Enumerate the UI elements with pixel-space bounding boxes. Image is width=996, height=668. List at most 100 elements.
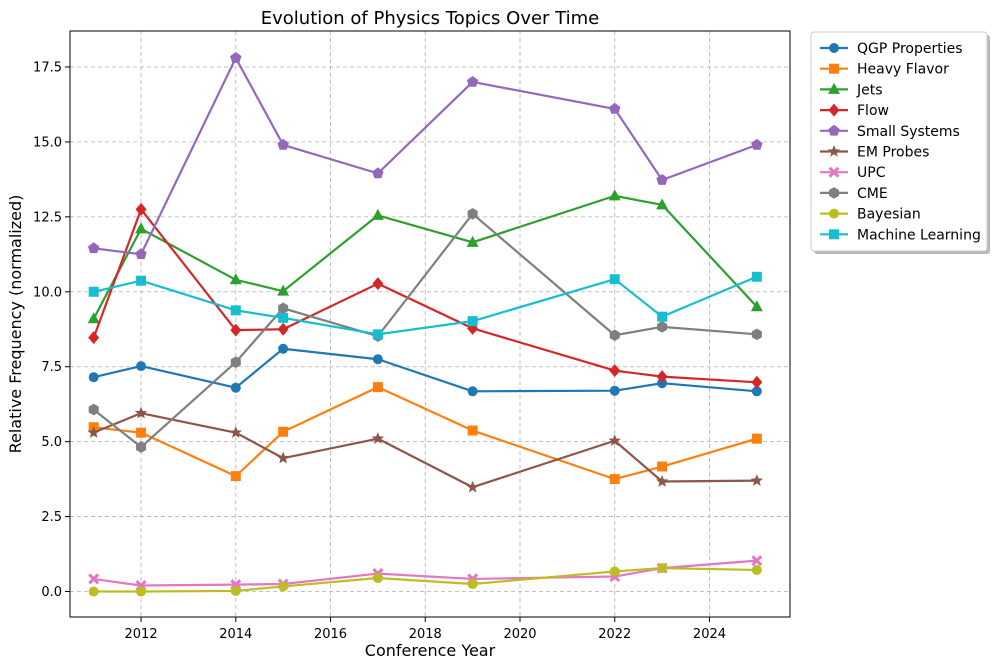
data-point: [751, 328, 762, 341]
x-axis-title: Conference Year: [365, 641, 496, 660]
data-point: [278, 312, 289, 323]
legend-label: Small Systems: [857, 124, 960, 140]
data-point: [230, 51, 242, 63]
data-point: [230, 305, 241, 316]
legend-item: Jets: [820, 82, 883, 98]
data-point: [88, 331, 100, 345]
data-point: [609, 566, 620, 577]
y-tick-label: 0.0: [41, 585, 62, 600]
data-point: [657, 321, 668, 333]
legend-items: QGP Properties Heavy Flavor Jets Flow Small …: [820, 41, 981, 243]
data-point: [136, 427, 147, 438]
data-point: [656, 370, 668, 384]
y-tick-label: 12.5: [33, 210, 62, 225]
data-point: [466, 75, 479, 87]
data-point: [657, 563, 668, 574]
data-point: [467, 425, 478, 436]
x-tick-label: 2012: [125, 627, 158, 642]
data-point: [609, 474, 620, 485]
data-point: [751, 138, 763, 150]
legend-item: CME: [820, 186, 888, 202]
x-axis: 2012 2014 2016 2018 2020 2022 2024: [125, 617, 726, 642]
data-point: [230, 382, 241, 393]
data-point: [609, 102, 621, 114]
data-point: [276, 451, 290, 464]
legend-label: EM Probes: [857, 145, 929, 161]
legend-item: Heavy Flavor: [820, 62, 949, 78]
data-point: [136, 586, 147, 597]
x-tick-label: 2016: [314, 627, 347, 642]
data-point: [372, 277, 384, 291]
legend-item: Machine Learning: [820, 227, 981, 243]
data-point: [277, 284, 290, 296]
legend-item: UPC: [820, 165, 886, 181]
legend-box: [810, 31, 988, 252]
y-tick-label: 17.5: [33, 60, 62, 75]
data-point: [467, 208, 478, 220]
data-point: [371, 432, 385, 444]
y-tick-label: 5.0: [41, 435, 62, 450]
data-point: [657, 378, 668, 389]
data-point: [655, 475, 669, 487]
plot-frame: [69, 30, 791, 618]
data-point: [657, 311, 668, 322]
data-point: [135, 202, 147, 216]
data-point: [372, 329, 383, 340]
data-point: [751, 433, 762, 444]
legend-item: EM Probes: [820, 145, 929, 161]
data-point: [88, 286, 99, 297]
data-point: [87, 426, 100, 438]
legend: QGP Properties Heavy Flavor Jets Flow Small …: [810, 31, 990, 254]
x-tick-label: 2014: [219, 627, 252, 642]
legend-marker: [827, 145, 841, 157]
data-point: [278, 302, 289, 315]
y-tick-label: 10.0: [33, 285, 62, 300]
legend-marker: [829, 208, 839, 219]
legend-marker: [829, 229, 839, 240]
legend-label: Heavy Flavor: [857, 62, 949, 78]
legend-label: Bayesian: [857, 207, 921, 223]
data-point: [135, 248, 147, 260]
legend-marker: [828, 124, 840, 136]
series-machine-learning: [88, 271, 762, 340]
data-point: [467, 316, 478, 327]
data-point: [278, 426, 289, 437]
data-point: [751, 564, 762, 575]
data-point: [466, 235, 479, 247]
data-point: [608, 189, 621, 201]
data-point: [609, 329, 620, 342]
data-point: [136, 275, 147, 286]
data-point: [136, 441, 147, 453]
data-point: [750, 300, 763, 312]
data-point: [229, 273, 242, 285]
data-point: [277, 138, 289, 150]
data-point: [230, 585, 241, 596]
data-point: [750, 474, 764, 486]
legend-label: Flow: [857, 103, 889, 119]
data-point: [135, 222, 148, 234]
data-point: [372, 573, 383, 584]
data-point: [609, 274, 620, 285]
data-point: [230, 471, 241, 482]
legend-marker: [828, 103, 840, 117]
data-point: [136, 361, 147, 372]
y-tick-label: 7.5: [41, 360, 62, 375]
legend-item: Bayesian: [820, 207, 921, 223]
legend-label: QGP Properties: [857, 41, 963, 57]
legend-label: CME: [857, 186, 888, 202]
series-heavy-flavor: [88, 382, 762, 485]
y-axis: 0.0 2.5 5.0 7.5 10.0 12.5 15.0 17.5: [33, 60, 70, 600]
data-point: [609, 385, 620, 396]
legend-marker: [829, 63, 839, 74]
data-point: [87, 242, 100, 254]
legend-marker: [828, 166, 840, 178]
data-point: [88, 573, 100, 585]
legend-label: Machine Learning: [857, 227, 981, 243]
x-tick-label: 2022: [598, 627, 631, 642]
data-point: [278, 581, 289, 592]
data-point: [656, 173, 668, 185]
data-point: [371, 208, 384, 220]
data-point: [88, 372, 99, 383]
data-point: [467, 579, 478, 590]
